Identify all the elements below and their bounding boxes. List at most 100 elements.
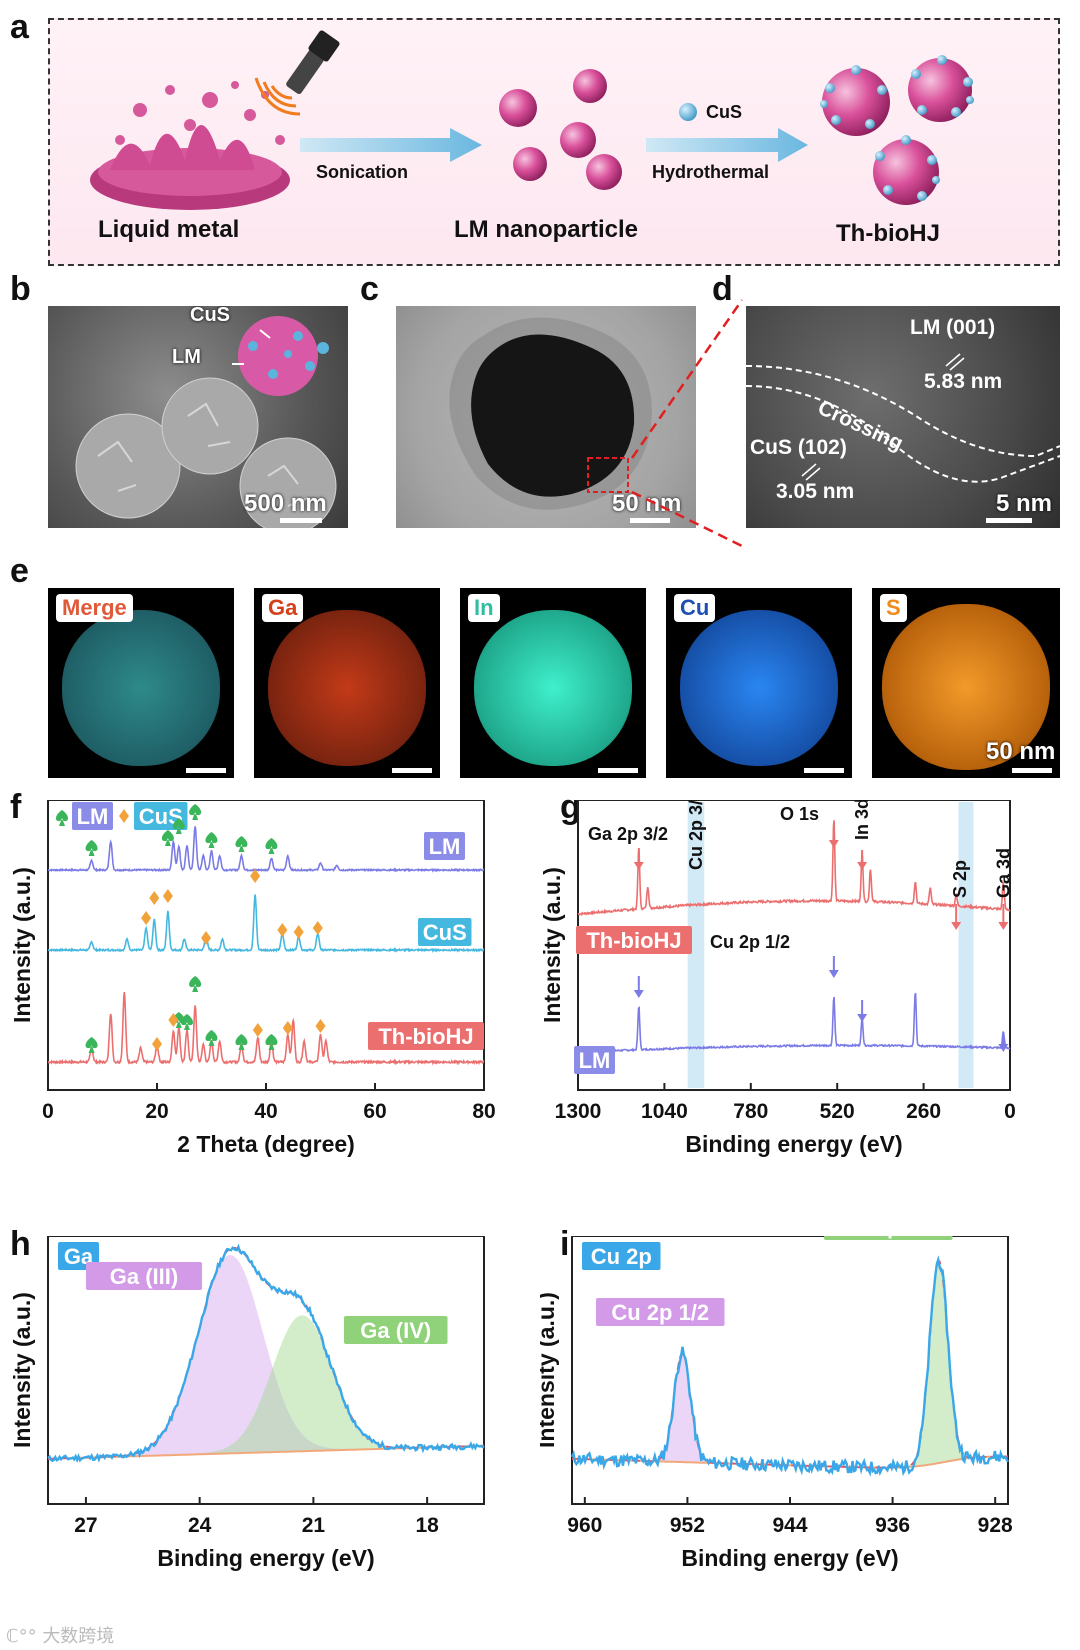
hrtem-image: LM (001) 5.83 nm Crossing CuS (102) 3.05… bbox=[746, 306, 1060, 528]
x-axis-label: Binding energy (eV) bbox=[681, 1545, 898, 1571]
synthesis-schematic: Liquid metal LM nanoparticle Th-bioHJ So… bbox=[48, 18, 1060, 266]
map-particle bbox=[882, 604, 1050, 770]
th-biohj-particles bbox=[820, 55, 974, 205]
hrtem-scale-label: 5 nm bbox=[996, 490, 1053, 517]
cus-peak-marker bbox=[141, 911, 152, 925]
lm-peak-marker bbox=[55, 810, 69, 826]
cus-reagent-label: CuS bbox=[706, 102, 742, 122]
lm-nanoparticles bbox=[499, 69, 622, 190]
annotation-s-2p: S 2p bbox=[950, 860, 970, 898]
component-label-ga-iii-bg bbox=[86, 1262, 202, 1290]
peak-arrow-head bbox=[857, 1014, 868, 1022]
eds-map-ga: Ga bbox=[254, 588, 440, 778]
annotation-in-3d: In 3d bbox=[852, 800, 872, 840]
panel-letter-d: d bbox=[712, 270, 733, 308]
panel-letter-b: b bbox=[10, 270, 31, 308]
hrtem-scale-bar bbox=[986, 518, 1032, 523]
y-axis-label: Intensity (a.u.) bbox=[540, 1292, 559, 1448]
eds-label-s: S bbox=[880, 594, 907, 622]
x-tick-label: 21 bbox=[302, 1514, 326, 1537]
cus-peak-marker bbox=[162, 889, 173, 903]
y-axis-label: Intensity (a.u.) bbox=[540, 867, 565, 1023]
lm-peak-marker bbox=[265, 1034, 278, 1050]
component-label-cu-2p12: Cu 2p 1/2 bbox=[611, 1300, 709, 1325]
panel-letter-a: a bbox=[10, 8, 29, 46]
annotation-o-1s: O 1s bbox=[780, 804, 819, 824]
map-scale-bar bbox=[1012, 768, 1052, 773]
component-label-ga-iv-bg bbox=[344, 1316, 448, 1344]
cus-plane-label: CuS (102) bbox=[750, 436, 847, 459]
cus-peak-marker bbox=[315, 1019, 326, 1033]
cus-peak-marker bbox=[168, 1013, 179, 1027]
x-tick-label: 1300 bbox=[555, 1100, 602, 1123]
sonicator-probe-icon bbox=[254, 30, 340, 116]
measured-spectrum bbox=[570, 1255, 1010, 1477]
highlight-band bbox=[958, 802, 974, 1088]
panel-letter-c: c bbox=[360, 270, 379, 308]
sem-illustration bbox=[75, 316, 337, 528]
peak-arrow-head bbox=[828, 970, 839, 978]
sonication-label: Sonication bbox=[316, 162, 409, 182]
tem-scale-label: 50 nm bbox=[612, 490, 682, 517]
panel-letter-f: f bbox=[10, 788, 22, 826]
sonication-arrow bbox=[300, 128, 482, 162]
y-axis-label: Intensity (a.u.) bbox=[9, 867, 35, 1023]
watermark-text: 大数跨境 bbox=[42, 1626, 115, 1647]
sem-cus-label: CuS bbox=[190, 306, 230, 326]
cus-peak-marker bbox=[152, 1037, 162, 1051]
series-label-th-biohj: Th-bioHJ bbox=[378, 1024, 473, 1049]
peak-arrow-head bbox=[857, 862, 868, 870]
tem-image: 50 nm bbox=[396, 306, 696, 528]
lm-peak-marker bbox=[180, 1014, 193, 1030]
xrd-series-th-biohj bbox=[47, 992, 485, 1066]
series-label-lm-bg bbox=[424, 832, 465, 860]
liquid-metal-illustration bbox=[90, 81, 290, 210]
lm-peak-marker bbox=[189, 804, 202, 820]
map-scale-bar bbox=[186, 768, 226, 773]
x-axis-label: 2 Theta (degree) bbox=[177, 1131, 355, 1157]
x-tick-label: 18 bbox=[415, 1514, 439, 1537]
lm-nanoparticle-label: LM nanoparticle bbox=[454, 216, 639, 243]
cus-peak-marker bbox=[201, 931, 212, 945]
fit-component bbox=[572, 1259, 1008, 1469]
lm-peak-marker bbox=[172, 818, 185, 834]
eds-map-merge: Merge bbox=[48, 588, 234, 778]
series-label-lm: LM bbox=[429, 834, 461, 859]
annotation-ga-2p32: Ga 2p 3/2 bbox=[588, 824, 668, 844]
xrd-series-cus bbox=[47, 894, 485, 953]
eds-map-in: In bbox=[460, 588, 646, 778]
element-title: Cu 2p bbox=[591, 1244, 652, 1269]
cus-peak-marker bbox=[250, 869, 261, 883]
map-particle bbox=[268, 610, 426, 766]
lm-peak-marker bbox=[235, 1034, 248, 1050]
peak-arrow-head bbox=[998, 1044, 1009, 1052]
map-particle bbox=[62, 610, 220, 766]
xps-series-th-biohj bbox=[577, 820, 1011, 917]
annotation-cu-2p32: Cu 2p 3/2 bbox=[686, 800, 706, 870]
x-tick-label: 80 bbox=[472, 1100, 495, 1123]
lm-peak-marker bbox=[205, 832, 218, 848]
x-axis-label: Binding energy (eV) bbox=[157, 1545, 374, 1571]
component-label-cu-2p12-bg bbox=[596, 1298, 725, 1326]
x-tick-label: 0 bbox=[42, 1100, 54, 1123]
watermark: ℂ°° 大数跨境 bbox=[6, 1622, 114, 1648]
eds-label-cu: Cu bbox=[674, 594, 716, 622]
element-title-bg bbox=[582, 1242, 661, 1270]
schematic-svg bbox=[90, 30, 974, 210]
hrtem-illustration bbox=[746, 353, 1060, 483]
component-label-ga-iv: Ga (IV) bbox=[360, 1318, 431, 1343]
lm-peak-marker bbox=[161, 830, 174, 846]
lm-peak-marker bbox=[265, 838, 278, 854]
lm-peak-marker bbox=[189, 976, 202, 992]
map-scale-label: 50 nm bbox=[986, 738, 1056, 765]
lm-peak-marker bbox=[205, 1030, 218, 1046]
series-label-cus: CuS bbox=[423, 920, 467, 945]
annotation-ga-3d: Ga 3d bbox=[993, 848, 1013, 898]
panel-letter-i: i bbox=[560, 1225, 570, 1263]
sem-scale-label: 500 nm bbox=[244, 490, 327, 517]
ga-xps-chart: 27 24 21 18 Binding energy (eV) Intensity (a.… bbox=[9, 1236, 485, 1571]
x-tick-label: 960 bbox=[567, 1514, 602, 1537]
series-label-th-biohj-bg bbox=[368, 1022, 484, 1050]
th-biohj-label: Th-bioHJ bbox=[836, 220, 940, 247]
lm-peak-marker bbox=[172, 1012, 185, 1028]
